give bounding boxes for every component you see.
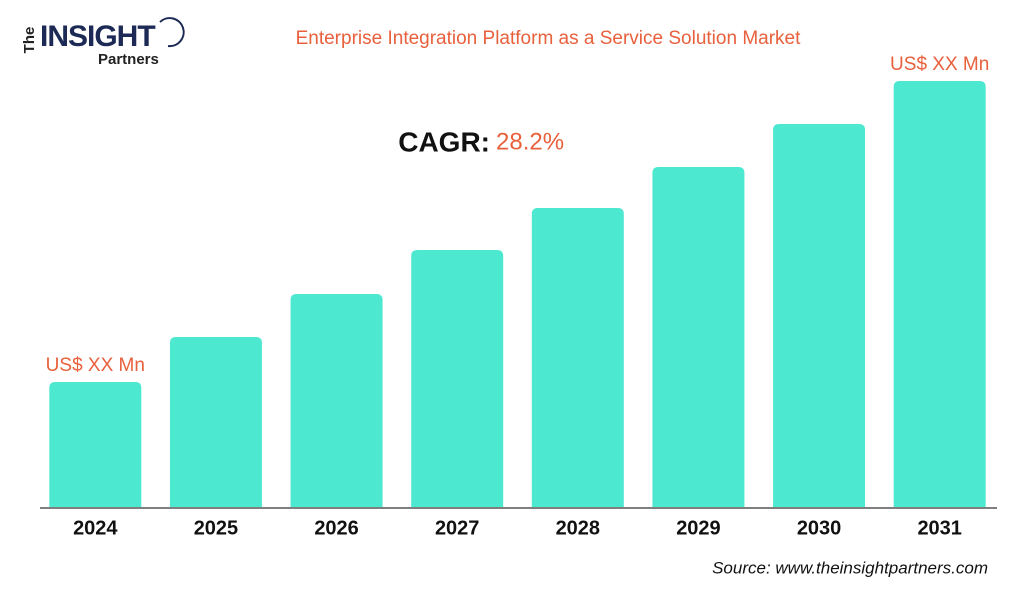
logo-swoosh — [159, 17, 185, 48]
logo-suffix: Partners — [98, 51, 159, 68]
x-tick-label: 2031 — [917, 517, 962, 539]
value-label: US$ XX Mn — [46, 355, 145, 376]
x-tick-label: 2029 — [676, 517, 721, 539]
logo-name: INSIGHT — [40, 20, 155, 53]
x-tick-label: 2030 — [797, 517, 842, 539]
bar — [773, 124, 866, 507]
bar — [531, 208, 624, 507]
bar — [411, 250, 504, 507]
annotation-value: 28.2% — [496, 128, 564, 155]
value-label: US$ XX Mn — [890, 54, 989, 75]
source: Source: www.theinsightpartners.com — [712, 558, 988, 577]
logo-prefix: The — [21, 27, 38, 54]
x-tick-label: 2028 — [556, 517, 601, 539]
x-tick-label: 2024 — [73, 517, 118, 539]
annotation-label: CAGR: — [398, 126, 490, 157]
bar — [290, 294, 383, 507]
bar — [169, 337, 262, 507]
bar — [49, 382, 142, 507]
bar — [893, 81, 986, 507]
x-tick-label: 2027 — [435, 517, 480, 539]
logo: The INSIGHT Partners — [21, 17, 185, 68]
chart-title: Enterprise Integration Platform as a Ser… — [296, 28, 802, 49]
x-tick-label: 2026 — [314, 517, 359, 539]
x-tick-label: 2025 — [194, 517, 239, 539]
bar — [652, 167, 745, 507]
